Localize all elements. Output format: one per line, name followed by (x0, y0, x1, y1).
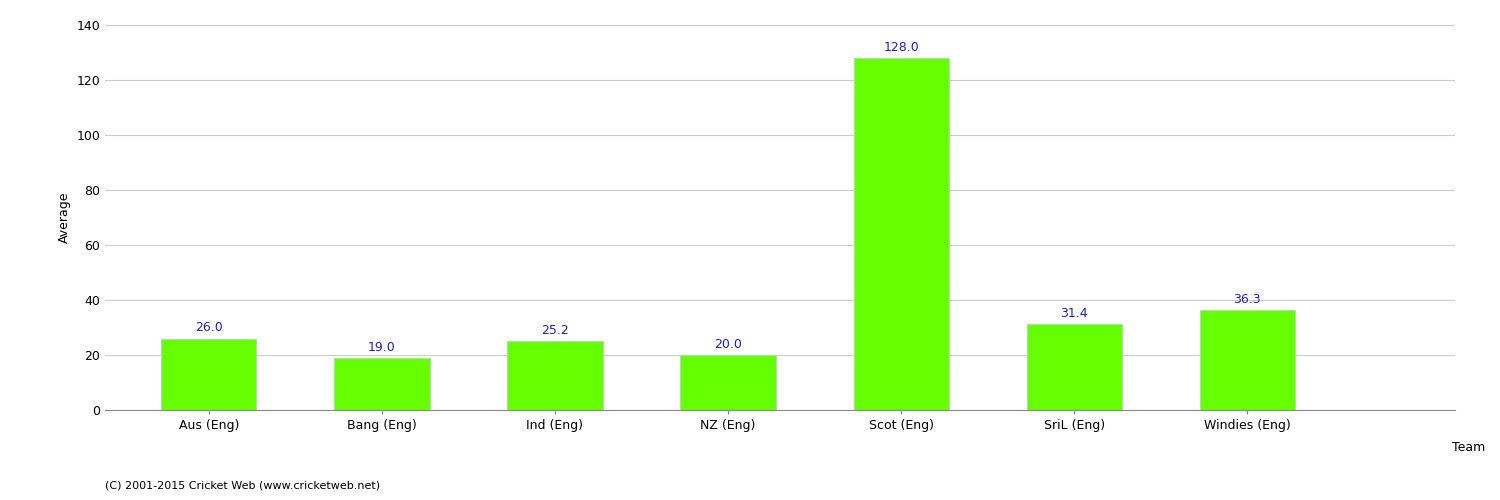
Text: 128.0: 128.0 (884, 41, 920, 54)
Bar (334, 358, 429, 410)
Bar (507, 340, 603, 410)
Bar (1200, 310, 1294, 410)
Text: 25.2: 25.2 (542, 324, 568, 336)
Y-axis label: Average: Average (57, 192, 70, 244)
Bar (853, 58, 950, 410)
Text: (C) 2001-2015 Cricket Web (www.cricketweb.net): (C) 2001-2015 Cricket Web (www.cricketwe… (105, 480, 380, 490)
X-axis label: Team: Team (1452, 441, 1485, 454)
Text: 36.3: 36.3 (1233, 293, 1262, 306)
Bar (1026, 324, 1122, 410)
Text: 31.4: 31.4 (1060, 306, 1088, 320)
Text: 19.0: 19.0 (368, 340, 396, 353)
Bar (162, 338, 256, 410)
Text: 26.0: 26.0 (195, 322, 222, 334)
Bar (681, 355, 776, 410)
Text: 20.0: 20.0 (714, 338, 742, 351)
